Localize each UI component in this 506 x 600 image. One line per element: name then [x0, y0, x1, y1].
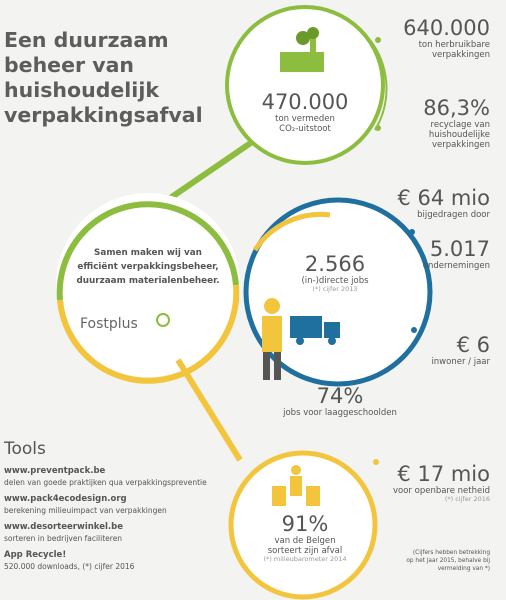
stat-label: voor openbare netheid: [392, 486, 490, 497]
tool-name: App Recycle!: [4, 549, 67, 560]
stat: 2.566 (in-)directe jobs (*) cijfer 2013: [301, 252, 368, 294]
stat-note: (*) cijfer 2016: [444, 495, 490, 504]
mission: Samen maken wij van efficiënt verpakking…: [76, 246, 219, 288]
green-arc: [369, 39, 388, 131]
dot: [411, 327, 417, 333]
footnote-line: (Cijfers hebben betrekking: [412, 550, 490, 556]
bins-icon: [272, 465, 320, 506]
connector: [158, 135, 260, 208]
stat-value: 470.000: [261, 90, 349, 114]
stat-value: 91%: [281, 512, 329, 536]
tool-description: 520.000 downloads, (*) cijfer 2016: [4, 561, 135, 571]
stat-label: ton vermeden: [275, 114, 335, 125]
green-circle: [225, 5, 385, 165]
dot: [375, 125, 381, 131]
title-line: verpakkingsafval: [4, 103, 203, 127]
worker-icon: [262, 298, 282, 380]
stat-label: van de Belgen: [274, 536, 336, 547]
stat: € 6 inwoner / jaar: [431, 333, 490, 367]
title-line: Een duurzaam: [4, 28, 169, 52]
stat: € 64 mio bijgedragen door: [397, 186, 490, 220]
stat-value: 86,3%: [423, 96, 490, 120]
stat: 74% jobs voor laaggeschoolden: [283, 384, 397, 418]
logo: Fostplus: [80, 316, 138, 332]
stat-label: ondernemingen: [422, 261, 490, 272]
title-line: beheer van: [4, 53, 135, 77]
stat-note: (*) cijfer 2013: [312, 285, 358, 294]
footnote-line: op het jaar 2015, behalve bij: [406, 558, 490, 564]
stat: 5.017 ondernemingen: [423, 237, 490, 271]
stat-label: recyclage van: [430, 120, 490, 131]
stat-label: bijgedragen door: [417, 210, 490, 221]
title: Een duurzaam beheer van huishoudelijk ve…: [4, 28, 203, 128]
stat-value: 74%: [316, 384, 364, 408]
tools-heading: Tools: [4, 439, 46, 459]
footnote-line: vermelding van *): [437, 566, 490, 572]
mission-line: duurzaam materialenbeheer.: [76, 276, 220, 286]
logo-mark: [156, 313, 170, 327]
stat-value: € 64 mio: [397, 186, 490, 210]
stat: 86,3% recyclage van huishoudelijke verpakki…: [423, 96, 490, 150]
stat-label: (in-)directe jobs: [301, 276, 369, 287]
stat: 470.000 ton vermeden CO₂-uitstoot: [262, 90, 349, 134]
stat-value: 5.017: [429, 237, 490, 261]
stat-label: verpakkingen: [432, 140, 490, 151]
stat-value: € 6: [456, 333, 490, 357]
stat-label: huishoudelijke: [428, 130, 490, 141]
stat-note: (*) milieubarometer 2014: [263, 555, 347, 564]
yellow-arc: [57, 284, 240, 384]
stat-label: inwoner / jaar: [431, 357, 490, 368]
white-circle: [56, 193, 240, 377]
stat: € 17 mio voor openbare netheid (*) cijfer …: [393, 462, 490, 504]
stat: 640.000 ton herbruikbare verpakkingen: [403, 16, 490, 60]
stat-label: ton herbruikbare: [418, 40, 490, 51]
stat: 91% van de Belgen sorteert zijn afval (*) m…: [263, 512, 346, 564]
tool-description: delen van goede praktijken qua verpakkin…: [4, 477, 207, 487]
tool-name: www.desorteerwinkel.be: [4, 521, 123, 532]
green-arc: [56, 201, 239, 301]
dot: [375, 37, 381, 43]
tool-name: www.pack4ecodesign.org: [4, 493, 127, 504]
yellow-arc: [252, 211, 331, 252]
factory-icon: [280, 27, 324, 72]
dot: [373, 459, 379, 465]
stat-value: 2.566: [304, 252, 366, 276]
tool-description: berekening milieuimpact van verpakkingen: [4, 505, 167, 515]
mission-line: Samen maken wij van: [94, 248, 202, 258]
tool-description: sorteren in bedrijven faciliteren: [4, 533, 123, 543]
tool-name: www.preventpack.be: [4, 465, 106, 476]
dot: [409, 229, 415, 235]
yellow-circle: [228, 450, 378, 600]
stat-label: jobs voor laaggeschoolden: [283, 408, 397, 419]
mission-line: efficiënt verpakkingsbeheer,: [77, 262, 219, 272]
stat-label: sorteert zijn afval: [267, 546, 343, 557]
stat-label: verpakkingen: [432, 50, 490, 61]
footnote: (Cijfers hebben betrekking op het jaar 2…: [406, 549, 490, 573]
stat-label: CO₂-uitstoot: [279, 124, 331, 135]
stat-value: € 17 mio: [397, 462, 490, 486]
truck-icon: [290, 316, 340, 345]
connector: [175, 358, 243, 462]
title-line: huishoudelijk: [4, 78, 159, 102]
stat-value: 640.000: [403, 16, 490, 40]
tools: Tools www.preventpack.be delen van goede …: [4, 439, 207, 578]
